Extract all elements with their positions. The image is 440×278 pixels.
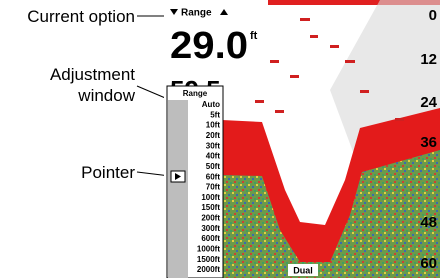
depth-scale-label: 36 — [420, 134, 437, 151]
range-option[interactable]: 2000ft — [197, 265, 220, 274]
range-option[interactable]: 200ft — [201, 214, 220, 223]
depth-scale-label: 24 — [420, 94, 437, 111]
depth-unit: ft — [250, 30, 258, 42]
page: {"callouts": ["Current option", "Adjustm… — [0, 0, 440, 278]
depth-scale-label: 48 — [420, 214, 437, 231]
range-option[interactable]: 5ft — [210, 110, 220, 119]
range-option[interactable]: 10ft — [206, 121, 221, 130]
range-option[interactable]: Auto — [202, 100, 220, 109]
range-option[interactable]: 40ft — [206, 152, 221, 161]
range-option[interactable]: 60ft — [206, 172, 221, 181]
depth-scale-label: 60 — [420, 255, 437, 272]
depth-scale-label: 0 — [429, 7, 437, 24]
range-option[interactable]: 1500ft — [197, 255, 220, 264]
mode-label: Dual — [293, 265, 313, 275]
range-option[interactable]: 20ft — [206, 131, 221, 140]
range-option[interactable]: 1000ft — [197, 244, 220, 253]
range-option[interactable]: 30ft — [206, 141, 221, 150]
range-option[interactable]: 70ft — [206, 183, 221, 192]
range-option[interactable]: 150ft — [201, 203, 220, 212]
range-option[interactable]: 300ft — [201, 224, 220, 233]
range-option[interactable]: 50ft — [206, 162, 221, 171]
range-option[interactable]: 100ft — [201, 193, 220, 202]
window-gutter — [168, 100, 188, 278]
window-title: Range — [183, 89, 208, 98]
range-option[interactable]: 600ft — [201, 234, 220, 243]
depth-readout: 29.0 — [170, 25, 248, 67]
current-option: Range — [181, 8, 212, 19]
screen: Range 29.0 ft 59.5 Range Auto5ft10ft20ft… — [0, 0, 440, 278]
depth-scale-label: 12 — [420, 51, 437, 68]
